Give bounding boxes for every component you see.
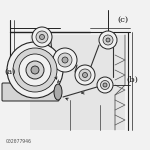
Ellipse shape [54,84,62,100]
Circle shape [7,42,63,98]
Circle shape [36,31,48,43]
Circle shape [39,34,45,39]
Circle shape [62,57,68,63]
Text: (a): (a) [5,68,16,76]
Circle shape [82,72,87,78]
Polygon shape [30,35,125,130]
Circle shape [13,48,57,92]
FancyBboxPatch shape [2,83,59,101]
Circle shape [103,35,113,45]
Circle shape [19,54,51,86]
Circle shape [103,83,107,87]
Text: (c): (c) [117,15,129,24]
Circle shape [26,61,44,79]
Circle shape [58,53,72,67]
Text: G02077946: G02077946 [6,139,32,144]
Circle shape [99,31,117,49]
Circle shape [32,27,52,47]
Circle shape [75,65,95,85]
Circle shape [53,48,77,72]
Circle shape [79,69,91,81]
Circle shape [106,38,110,42]
Text: (b): (b) [126,75,138,84]
Circle shape [31,66,39,74]
Circle shape [97,77,113,93]
Circle shape [100,81,109,90]
